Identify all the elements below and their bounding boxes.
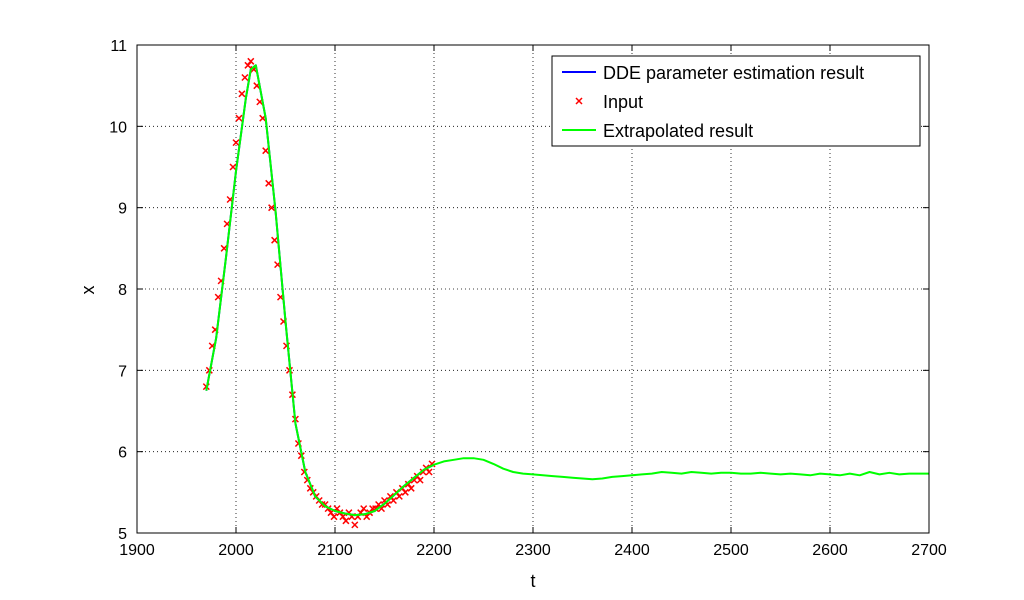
x-axis-label: t xyxy=(530,571,535,591)
legend: DDE parameter estimation result Input Ex… xyxy=(551,55,921,147)
y-tick-label: 10 xyxy=(109,119,127,136)
input-point xyxy=(241,73,249,82)
input-point-stroke xyxy=(303,476,311,484)
input-point-stroke xyxy=(241,73,249,82)
y-tick-label: 8 xyxy=(118,282,127,299)
input-point-stroke xyxy=(247,57,255,65)
x-tick-label: 1900 xyxy=(119,542,155,559)
input-point-stroke xyxy=(383,500,392,509)
y-tick-label: 7 xyxy=(118,363,127,380)
x-tick-label: 2200 xyxy=(416,542,452,559)
input-point-stroke xyxy=(363,513,371,521)
x-tick-label: 2000 xyxy=(218,542,254,559)
input-point xyxy=(247,57,255,65)
input-point-stroke xyxy=(238,90,246,98)
input-point-stroke xyxy=(395,492,403,500)
input-point xyxy=(395,492,403,500)
input-point xyxy=(271,236,279,244)
input-point xyxy=(425,468,433,476)
input-point-stroke xyxy=(377,505,386,513)
input-point-stroke xyxy=(330,513,338,521)
input-point xyxy=(404,480,412,488)
input-point xyxy=(232,139,240,147)
legend-box xyxy=(551,55,921,147)
series-layer xyxy=(202,57,929,529)
input-point-stroke xyxy=(386,492,394,500)
y-tick-label: 11 xyxy=(110,38,127,55)
input-point-stroke xyxy=(407,484,415,492)
series-line-extrapolated xyxy=(205,64,929,517)
input-point xyxy=(339,513,347,521)
input-point xyxy=(244,61,252,69)
input-point-stroke xyxy=(265,179,273,187)
input-point-stroke xyxy=(401,488,409,496)
input-point-stroke xyxy=(232,139,240,147)
input-point xyxy=(262,147,270,155)
input-point-stroke xyxy=(244,61,252,69)
input-point xyxy=(407,484,415,492)
input-point-stroke xyxy=(223,220,231,228)
x-tick-label: 2400 xyxy=(614,542,650,559)
tick-labels: 1900 2000 2100 2200 2300 2400 2500 2600 2700 5 6 7 8… xyxy=(109,38,947,559)
input-point xyxy=(330,513,338,521)
input-point-stroke xyxy=(339,513,347,521)
input-point-stroke xyxy=(416,476,424,484)
input-point-stroke xyxy=(294,439,302,448)
y-axis-label: x xyxy=(78,286,98,295)
input-point-stroke xyxy=(262,147,270,155)
input-point-stroke xyxy=(214,293,222,301)
input-point xyxy=(401,488,409,496)
legend-swatch-input xyxy=(575,97,583,105)
input-point-stroke xyxy=(306,484,314,492)
input-point xyxy=(235,114,243,122)
input-point-stroke xyxy=(404,480,412,488)
input-point-stroke xyxy=(220,244,228,252)
y-tick-label: 5 xyxy=(118,526,127,543)
legend-label-dde: DDE parameter estimation result xyxy=(603,63,864,83)
input-point xyxy=(351,521,359,529)
input-point-stroke xyxy=(271,236,279,244)
input-point-stroke xyxy=(375,500,383,509)
input-point-stroke xyxy=(425,468,433,476)
input-point-stroke xyxy=(321,500,329,509)
input-point-stroke xyxy=(235,114,243,122)
legend-label-extrapolated: Extrapolated result xyxy=(603,121,753,141)
input-point xyxy=(360,505,368,513)
y-tick-label: 6 xyxy=(118,445,127,462)
input-point xyxy=(238,90,246,98)
input-point xyxy=(265,179,273,187)
x-tick-label: 2300 xyxy=(515,542,551,559)
y-tick-label: 9 xyxy=(118,201,127,218)
input-point xyxy=(416,476,424,484)
ticks xyxy=(136,44,930,534)
legend-label-input: Input xyxy=(603,92,643,112)
input-point-stroke xyxy=(389,496,397,505)
input-point-stroke xyxy=(229,163,237,171)
input-point-stroke xyxy=(360,505,368,513)
input-point-stroke xyxy=(351,521,359,529)
x-tick-label: 2600 xyxy=(812,542,848,559)
x-tick-label: 2700 xyxy=(911,542,947,559)
input-point-stroke xyxy=(342,517,350,525)
input-point xyxy=(386,492,394,500)
input-point xyxy=(268,204,276,212)
input-point xyxy=(229,163,237,171)
input-point-stroke xyxy=(268,204,276,212)
input-point xyxy=(342,517,350,525)
x-tick-label: 2500 xyxy=(713,542,749,559)
input-point-stroke xyxy=(380,496,389,505)
x-tick-label: 2100 xyxy=(317,542,353,559)
